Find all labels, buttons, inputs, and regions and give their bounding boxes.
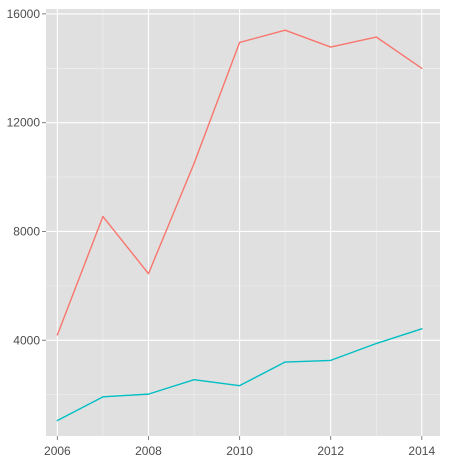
data-point xyxy=(56,419,58,422)
plot-panel xyxy=(46,9,440,436)
y-tick-label: 16000 xyxy=(7,7,41,21)
x-axis: 2006 2008 2010 2012 2014 xyxy=(44,436,435,458)
data-point xyxy=(421,328,423,330)
data-point xyxy=(284,29,286,31)
data-point xyxy=(375,36,377,38)
data-point xyxy=(421,67,423,69)
data-point xyxy=(102,396,104,398)
x-tick-label: 2014 xyxy=(408,444,435,458)
data-point xyxy=(56,334,58,336)
x-tick-label: 2006 xyxy=(44,444,71,458)
x-tick-label: 2012 xyxy=(317,444,344,458)
major-gridlines xyxy=(46,9,440,436)
x-tick-label: 2008 xyxy=(135,444,162,458)
data-point xyxy=(238,385,241,387)
data-point xyxy=(375,342,377,345)
y-axis: 4000 8000 12000 16000 xyxy=(7,7,46,347)
x-tick-label: 2010 xyxy=(226,444,253,458)
data-point xyxy=(284,361,286,363)
data-point xyxy=(147,393,150,395)
y-tick-label: 12000 xyxy=(7,116,41,130)
data-point xyxy=(147,273,150,275)
data-point xyxy=(238,41,241,44)
data-point xyxy=(102,215,104,218)
data-point xyxy=(193,379,195,381)
data-point xyxy=(193,162,195,165)
y-tick-label: 8000 xyxy=(13,224,40,238)
series-lines xyxy=(56,29,423,422)
data-point xyxy=(330,359,332,361)
data-point xyxy=(330,46,332,48)
minor-gridlines xyxy=(46,9,440,436)
y-tick-label: 4000 xyxy=(13,333,40,347)
